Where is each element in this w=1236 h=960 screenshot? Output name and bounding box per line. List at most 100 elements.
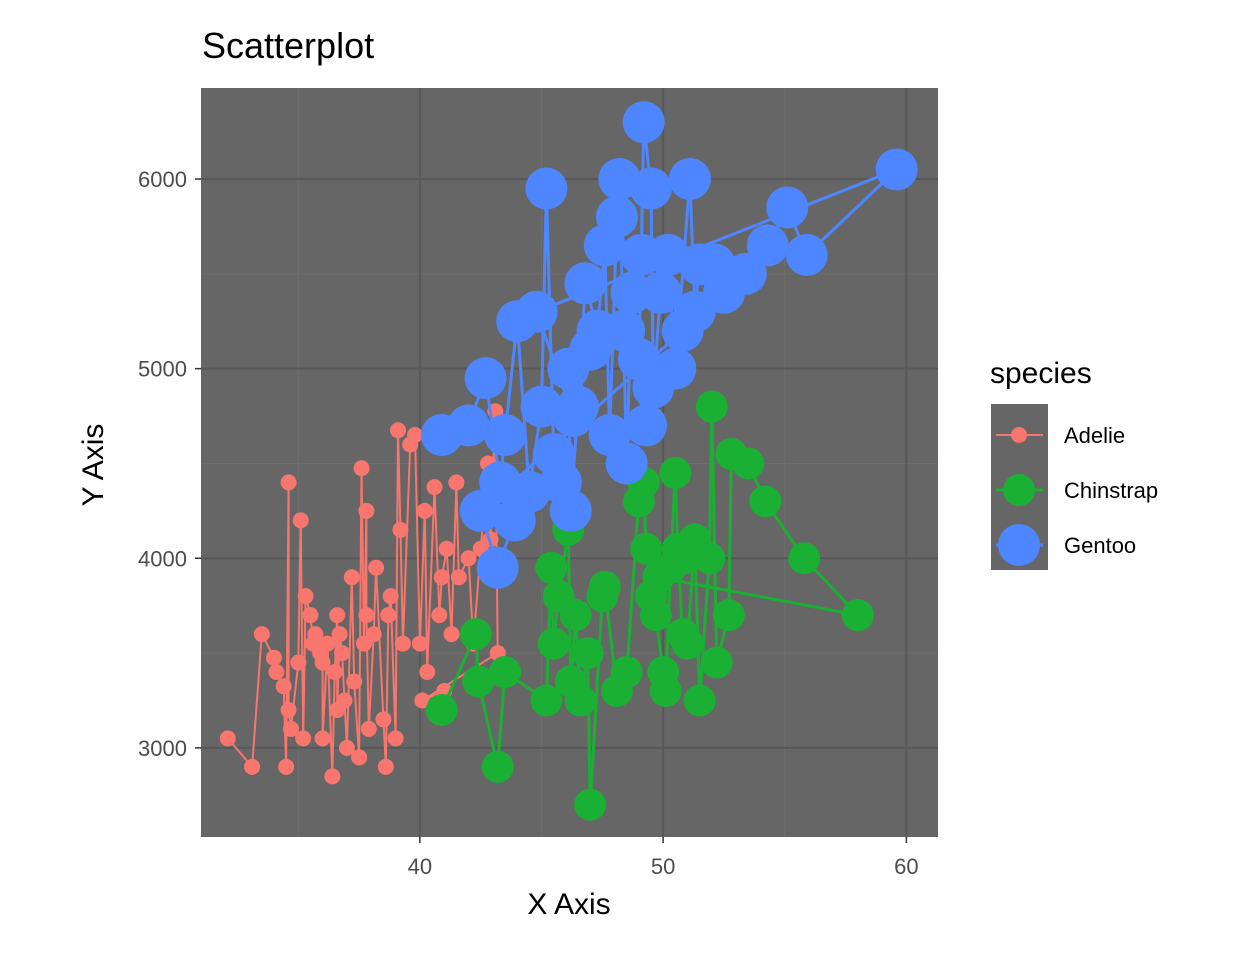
data-point: [219, 730, 236, 747]
data-point: [668, 158, 711, 201]
y-tick-label: 5000: [138, 357, 187, 382]
data-point: [588, 570, 621, 603]
x-axis-title: X Axis: [527, 888, 610, 921]
data-point: [569, 328, 612, 371]
data-point: [661, 309, 704, 352]
data-point: [343, 569, 360, 586]
data-point: [712, 599, 745, 632]
data-point: [419, 664, 436, 681]
data-point: [649, 674, 682, 707]
data-point: [639, 599, 672, 632]
data-point: [484, 414, 527, 457]
data-point: [392, 521, 409, 538]
data-point: [875, 148, 918, 191]
data-point: [552, 395, 595, 438]
legend-item-gentoo: Gentoo: [996, 524, 1136, 566]
x-tick-label: 50: [651, 854, 675, 879]
series-adelie: [219, 403, 506, 785]
data-point: [788, 542, 821, 575]
data-point: [459, 489, 502, 532]
data-point: [603, 309, 646, 352]
data-point: [382, 588, 399, 605]
data-point: [481, 750, 514, 783]
data-point: [654, 347, 697, 390]
data-point: [530, 684, 563, 717]
data-point: [639, 271, 682, 314]
data-point: [515, 290, 558, 333]
data-point: [319, 635, 336, 652]
series-gentoo: [420, 101, 918, 589]
data-point: [841, 599, 874, 632]
data-point: [564, 262, 607, 305]
data-point: [431, 607, 448, 624]
y-tick-label: 3000: [138, 736, 187, 761]
data-point: [489, 656, 522, 689]
data-point: [282, 720, 299, 737]
legend-label: Chinstrap: [1064, 478, 1158, 503]
data-point: [268, 664, 285, 681]
data-point: [642, 561, 675, 594]
data-point: [766, 186, 809, 229]
legend-item-adelie: Adelie: [996, 423, 1125, 448]
data-point: [693, 542, 726, 575]
data-point: [447, 404, 490, 447]
data-point: [425, 693, 458, 726]
legend-marker: [998, 524, 1040, 566]
data-point: [334, 645, 351, 662]
data-point: [462, 665, 495, 698]
x-tick-label: 40: [408, 854, 432, 879]
data-point: [360, 720, 377, 737]
data-marks: [219, 101, 918, 821]
data-point: [574, 788, 607, 821]
data-point: [351, 749, 368, 766]
y-tick-label: 4000: [138, 546, 187, 571]
data-point: [605, 442, 648, 485]
data-point: [365, 626, 382, 643]
data-point: [411, 635, 428, 652]
data-point: [629, 167, 672, 210]
data-point: [535, 551, 568, 584]
data-point: [314, 730, 331, 747]
legend-label: Adelie: [1064, 423, 1125, 448]
data-point: [683, 684, 716, 717]
data-point: [302, 607, 319, 624]
data-point: [292, 512, 309, 529]
data-point: [244, 758, 261, 775]
data-point: [336, 692, 353, 709]
data-point: [525, 167, 568, 210]
data-point: [647, 233, 690, 276]
data-point: [598, 158, 641, 201]
data-point: [476, 546, 519, 589]
data-point: [537, 627, 570, 660]
data-point: [295, 730, 312, 747]
data-point: [464, 357, 507, 400]
data-point: [571, 637, 604, 670]
data-point: [375, 711, 392, 728]
data-point: [749, 485, 782, 518]
data-point: [324, 768, 341, 785]
data-point: [368, 559, 385, 576]
data-point: [622, 101, 665, 144]
data-point: [377, 758, 394, 775]
data-point: [358, 502, 375, 519]
legend-label: Gentoo: [1064, 533, 1136, 558]
data-point: [746, 224, 789, 267]
data-point: [387, 730, 404, 747]
data-point: [280, 701, 297, 718]
data-point: [732, 447, 765, 480]
data-point: [278, 758, 295, 775]
data-point: [610, 656, 643, 689]
data-point: [549, 489, 592, 532]
legend-item-chinstrap: Chinstrap: [996, 474, 1158, 506]
data-point: [358, 607, 375, 624]
data-point: [329, 607, 346, 624]
x-tick-label: 60: [894, 854, 918, 879]
data-point: [450, 569, 467, 586]
data-point: [700, 646, 733, 679]
legend-marker: [1003, 474, 1035, 506]
data-point: [253, 626, 270, 643]
data-point: [380, 607, 397, 624]
data-point: [426, 479, 443, 496]
data-point: [326, 664, 343, 681]
data-point: [559, 599, 592, 632]
